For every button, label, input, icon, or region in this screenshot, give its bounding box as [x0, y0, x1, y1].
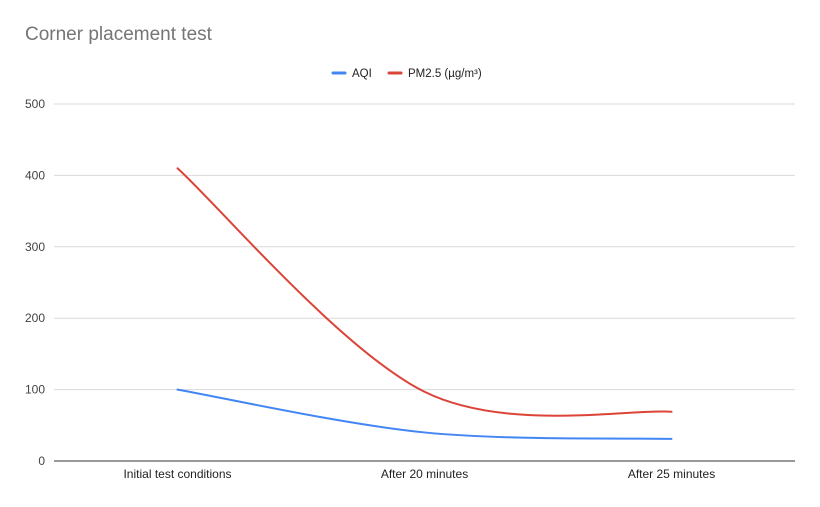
- series-line-pm25: [176, 167, 673, 417]
- legend-label: AQI: [352, 68, 372, 80]
- legend: AQI PM2.5 (µg/m³): [331, 68, 482, 80]
- x-tick-label: After 20 minutes: [381, 467, 468, 481]
- x-tick-label: After 25 minutes: [628, 467, 715, 481]
- x-tick-label: Initial test conditions: [123, 467, 231, 481]
- legend-label: PM2.5 (µg/m³): [408, 68, 482, 80]
- axes: 0 100 200 300 400 500 Initial test conditions A…: [25, 97, 795, 481]
- y-tick-label: 0: [38, 454, 45, 468]
- chart-title: Corner placement test: [25, 24, 212, 45]
- y-tick-label: 200: [25, 311, 45, 325]
- y-tick-label: 100: [25, 383, 45, 397]
- y-tick-label: 300: [25, 240, 45, 254]
- grid-lines: [54, 103, 795, 391]
- y-tick-label: 500: [25, 97, 45, 111]
- series-lines: [176, 167, 673, 440]
- series-line-aqi: [176, 388, 673, 440]
- y-tick-label: 400: [25, 168, 45, 182]
